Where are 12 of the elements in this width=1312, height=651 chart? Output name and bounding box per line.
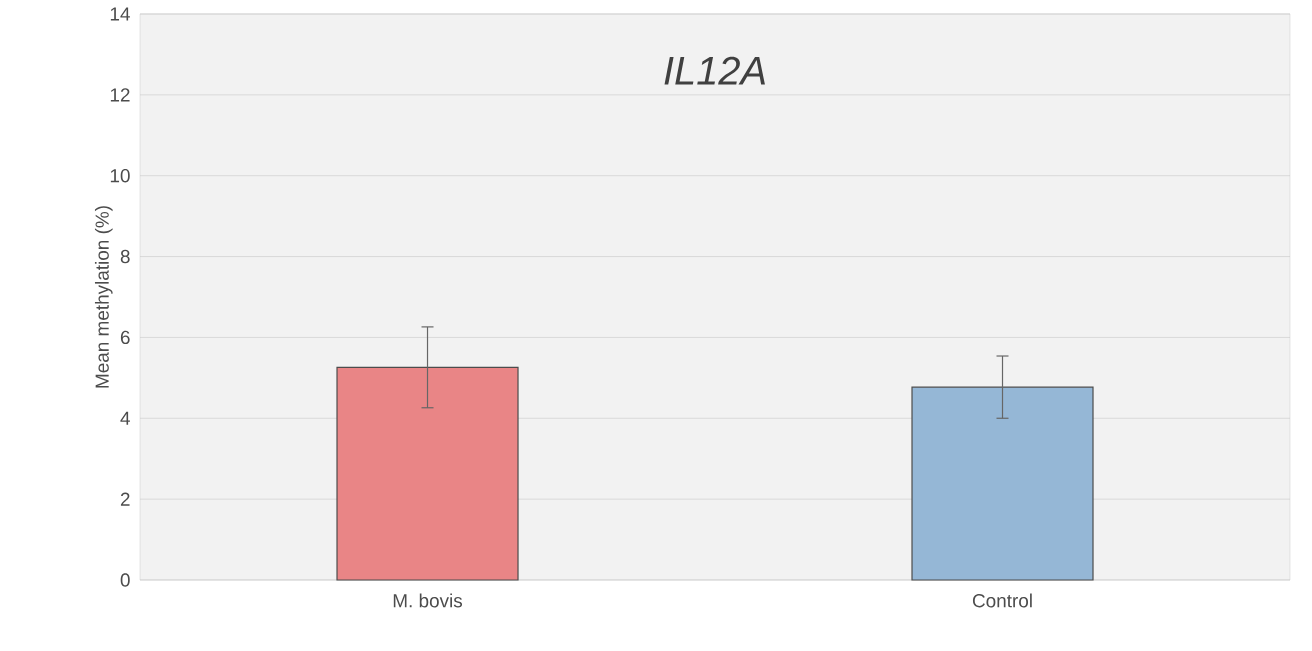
y-tick-label: 14	[110, 7, 130, 21]
y-tick-label: 12	[110, 88, 130, 102]
y-tick-label: 8	[120, 249, 130, 264]
y-tick-label: 6	[120, 330, 130, 345]
x-tick-label: M. bovis	[393, 593, 463, 608]
y-tick-label: 0	[120, 573, 130, 587]
y-tick-label: 10	[110, 169, 130, 183]
y-tick-label: 2	[120, 492, 130, 506]
y-tick-label: 4	[120, 411, 130, 425]
text: IL12A	[664, 56, 765, 85]
y-axis-title: Mean methylation (%)	[94, 206, 113, 388]
x-tick-label: Control	[972, 593, 1032, 608]
